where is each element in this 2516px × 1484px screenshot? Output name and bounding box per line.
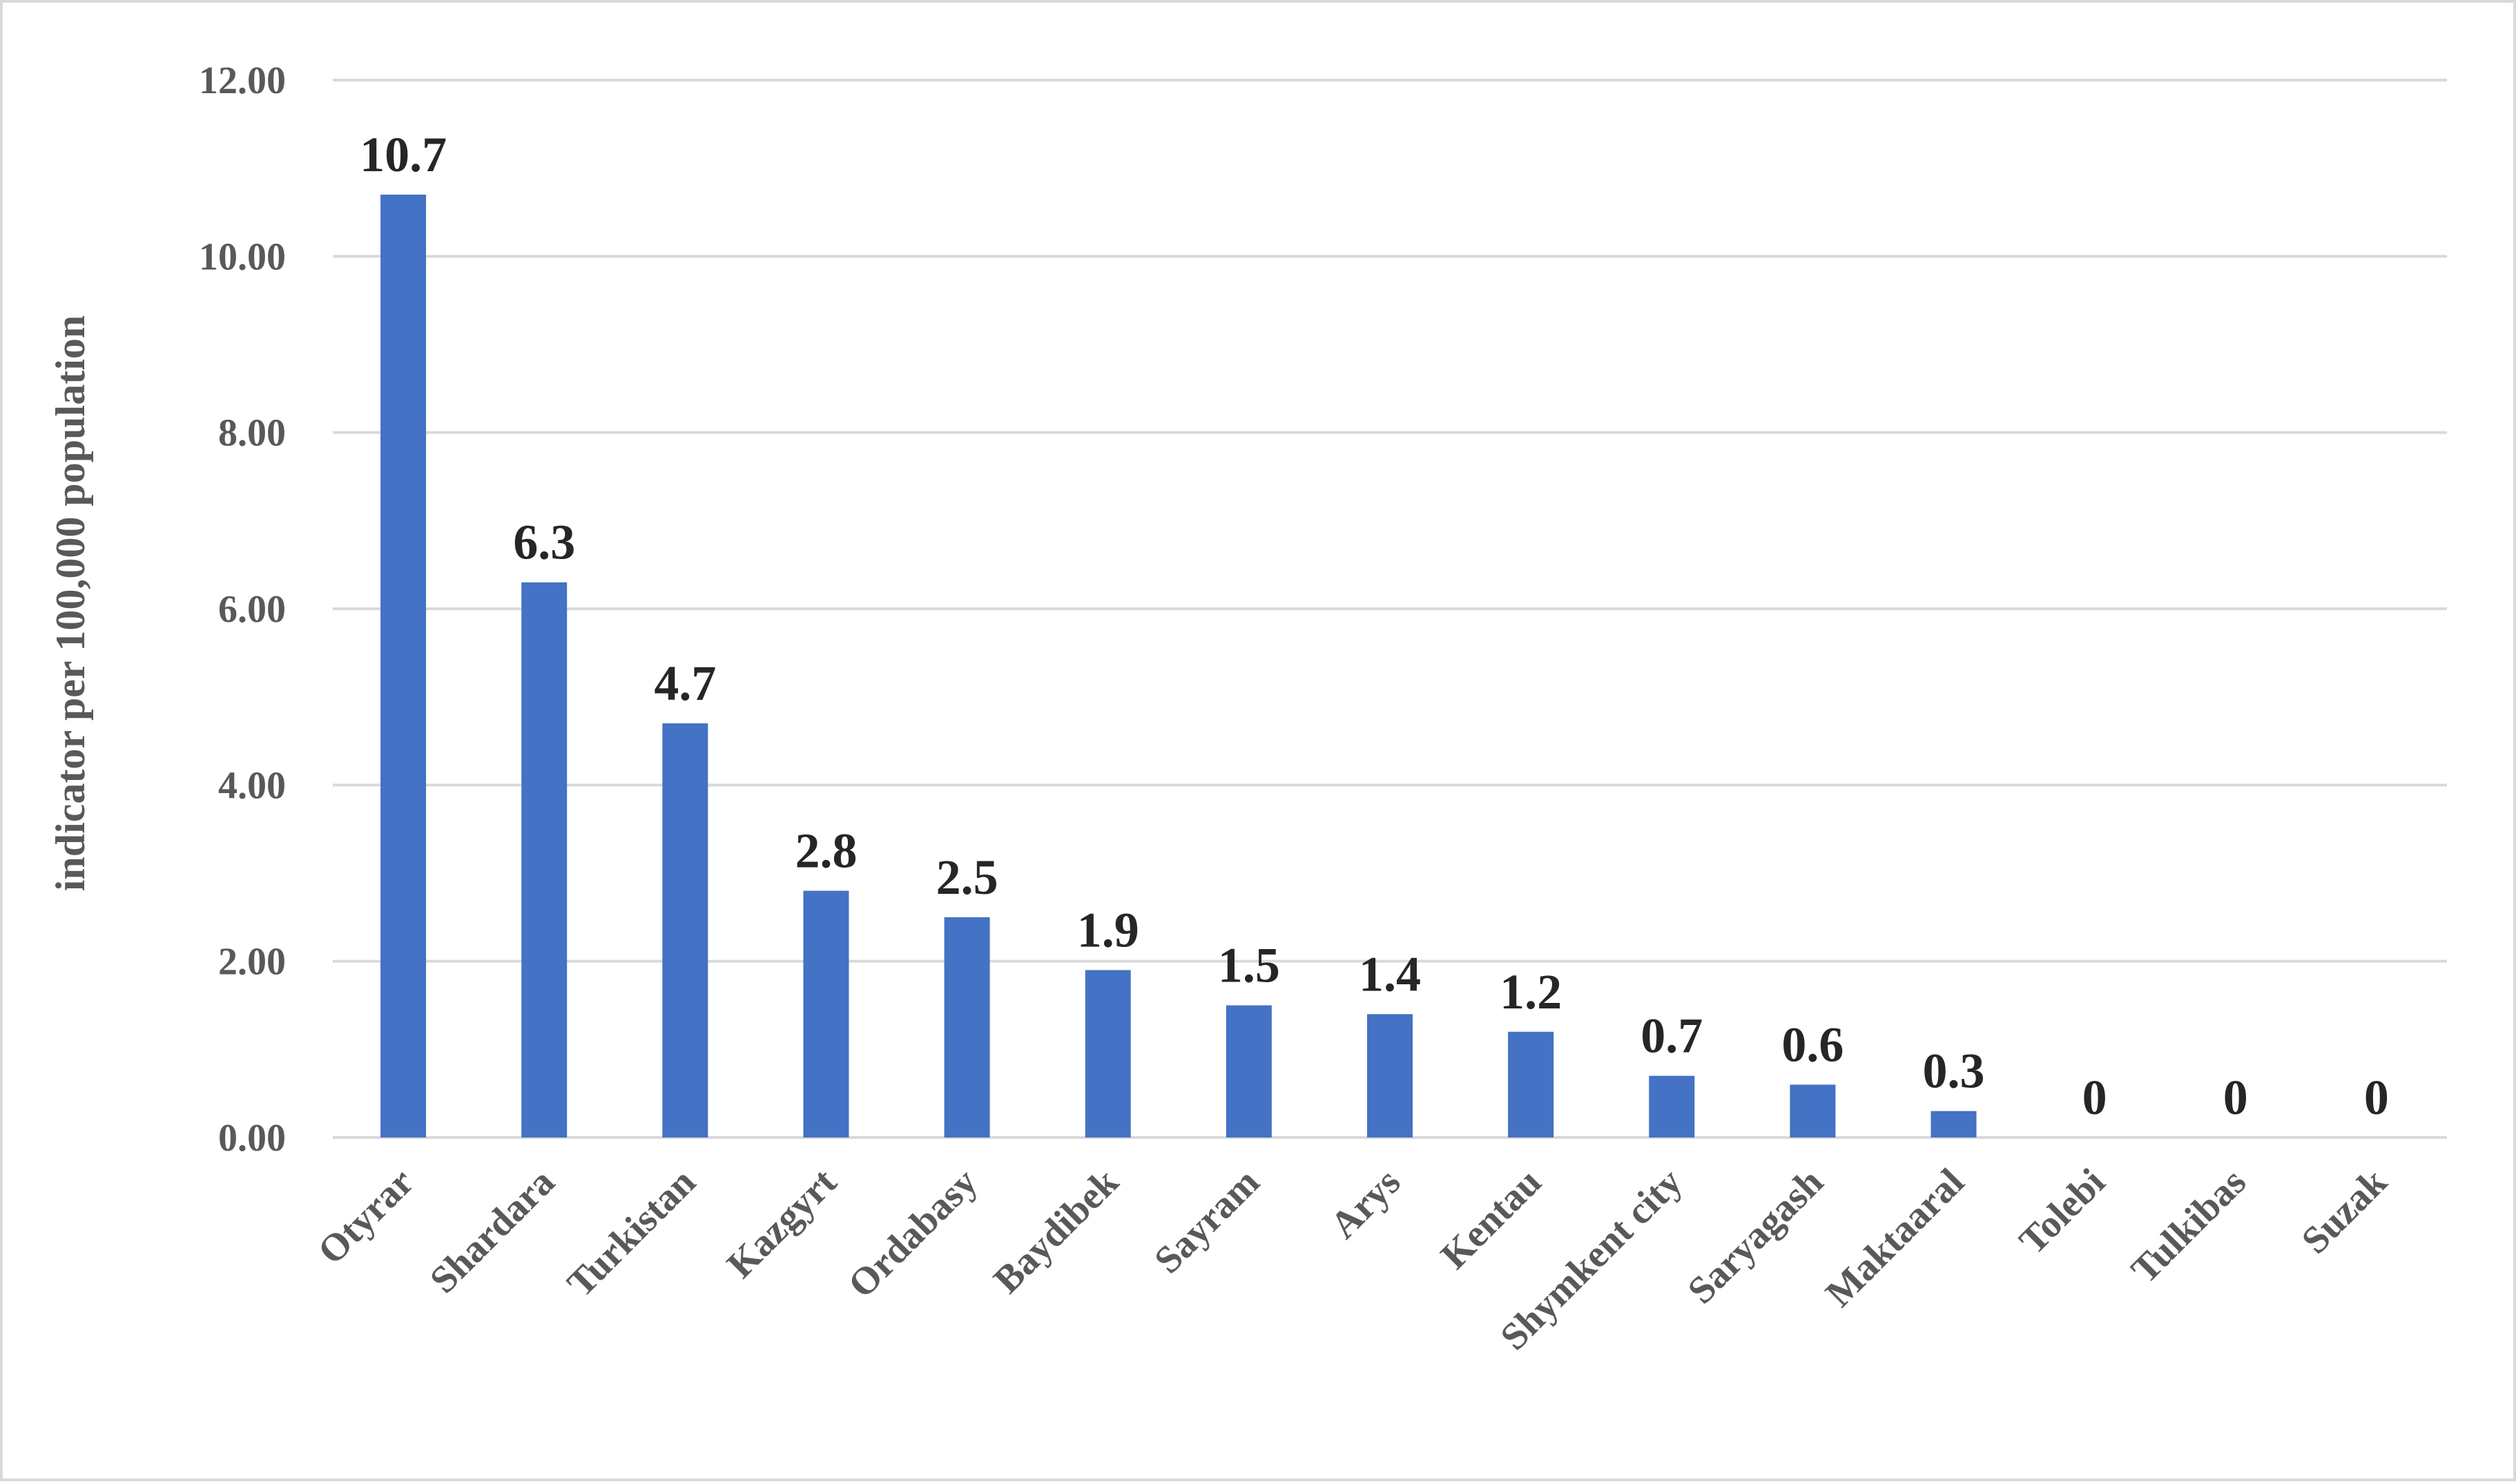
bar-saryagash xyxy=(1790,1084,1836,1138)
y-axis-title: indicator per 100,000 population xyxy=(48,315,93,892)
x-category-label: Kazgyrt xyxy=(719,1160,845,1287)
x-category-label: Sayram xyxy=(1146,1160,1268,1282)
data-label: 0.6 xyxy=(1781,1017,1844,1072)
bar-baydibek xyxy=(1085,970,1131,1138)
bar-otyrar xyxy=(380,194,427,1138)
data-label: 1.2 xyxy=(1500,964,1562,1019)
x-category-label: Turkistan xyxy=(559,1160,704,1305)
data-label: 0.7 xyxy=(1641,1008,1703,1064)
bar-sayram xyxy=(1226,1005,1272,1138)
x-category-label: Tulkibas xyxy=(2123,1160,2254,1291)
data-label: 0.3 xyxy=(1923,1044,1985,1099)
data-label: 4.7 xyxy=(654,656,716,711)
data-labels: 10.7 6.3 4.7 2.8 2.5 1.9 1.5 1.4 1.2 0.7 0.6 0.3 0 0 0 xyxy=(360,127,2389,1125)
x-category-label: Otyrar xyxy=(310,1160,423,1273)
x-category-label: Arys xyxy=(1322,1160,1409,1247)
bar-turkistan xyxy=(662,723,708,1138)
y-axis-ticks: 0.00 2.00 4.00 6.00 8.00 10.00 12.00 xyxy=(199,59,286,1160)
y-tick-label: 12.00 xyxy=(199,59,286,102)
x-category-label: Shardara xyxy=(422,1160,563,1301)
bar-ordabasy xyxy=(944,917,990,1138)
y-tick-label: 6.00 xyxy=(218,588,286,631)
data-label: 0 xyxy=(2223,1070,2248,1125)
x-category-label: Tolebi xyxy=(2011,1160,2113,1262)
y-tick-label: 8.00 xyxy=(218,412,286,455)
bar-maktaaral xyxy=(1930,1111,1977,1138)
x-category-label: Ordabasy xyxy=(840,1160,986,1306)
bar-shymkent-city xyxy=(1649,1075,1695,1138)
x-category-label: Saryagash xyxy=(1680,1160,1832,1312)
x-category-label: Baydibek xyxy=(985,1160,1127,1302)
data-label: 1.4 xyxy=(1359,946,1421,1002)
x-category-label: Suzak xyxy=(2294,1160,2396,1262)
y-tick-label: 0.00 xyxy=(218,1117,286,1160)
x-category-label: Maktaaral xyxy=(1818,1160,1973,1315)
y-tick-label: 4.00 xyxy=(218,764,286,807)
bars xyxy=(380,194,1977,1138)
data-label: 6.3 xyxy=(513,515,575,570)
y-tick-label: 2.00 xyxy=(218,941,286,984)
bar-shardara xyxy=(521,582,568,1138)
bar-chart: 0.00 2.00 4.00 6.00 8.00 10.00 12.00 10.7 6.3 4.… xyxy=(48,59,2447,1359)
bar-kazgyrt xyxy=(803,890,849,1138)
data-label: 0 xyxy=(2082,1070,2107,1125)
data-label: 2.5 xyxy=(936,850,998,905)
bar-arys xyxy=(1367,1014,1413,1138)
data-label: 1.5 xyxy=(1218,938,1280,993)
y-tick-label: 10.00 xyxy=(199,235,286,278)
data-label: 0 xyxy=(2364,1070,2389,1125)
data-label: 2.8 xyxy=(795,823,857,879)
data-label: 10.7 xyxy=(360,127,447,182)
x-category-label: Kentau xyxy=(1433,1160,1549,1277)
data-label: 1.9 xyxy=(1077,902,1139,957)
bar-kentau xyxy=(1508,1031,1554,1138)
